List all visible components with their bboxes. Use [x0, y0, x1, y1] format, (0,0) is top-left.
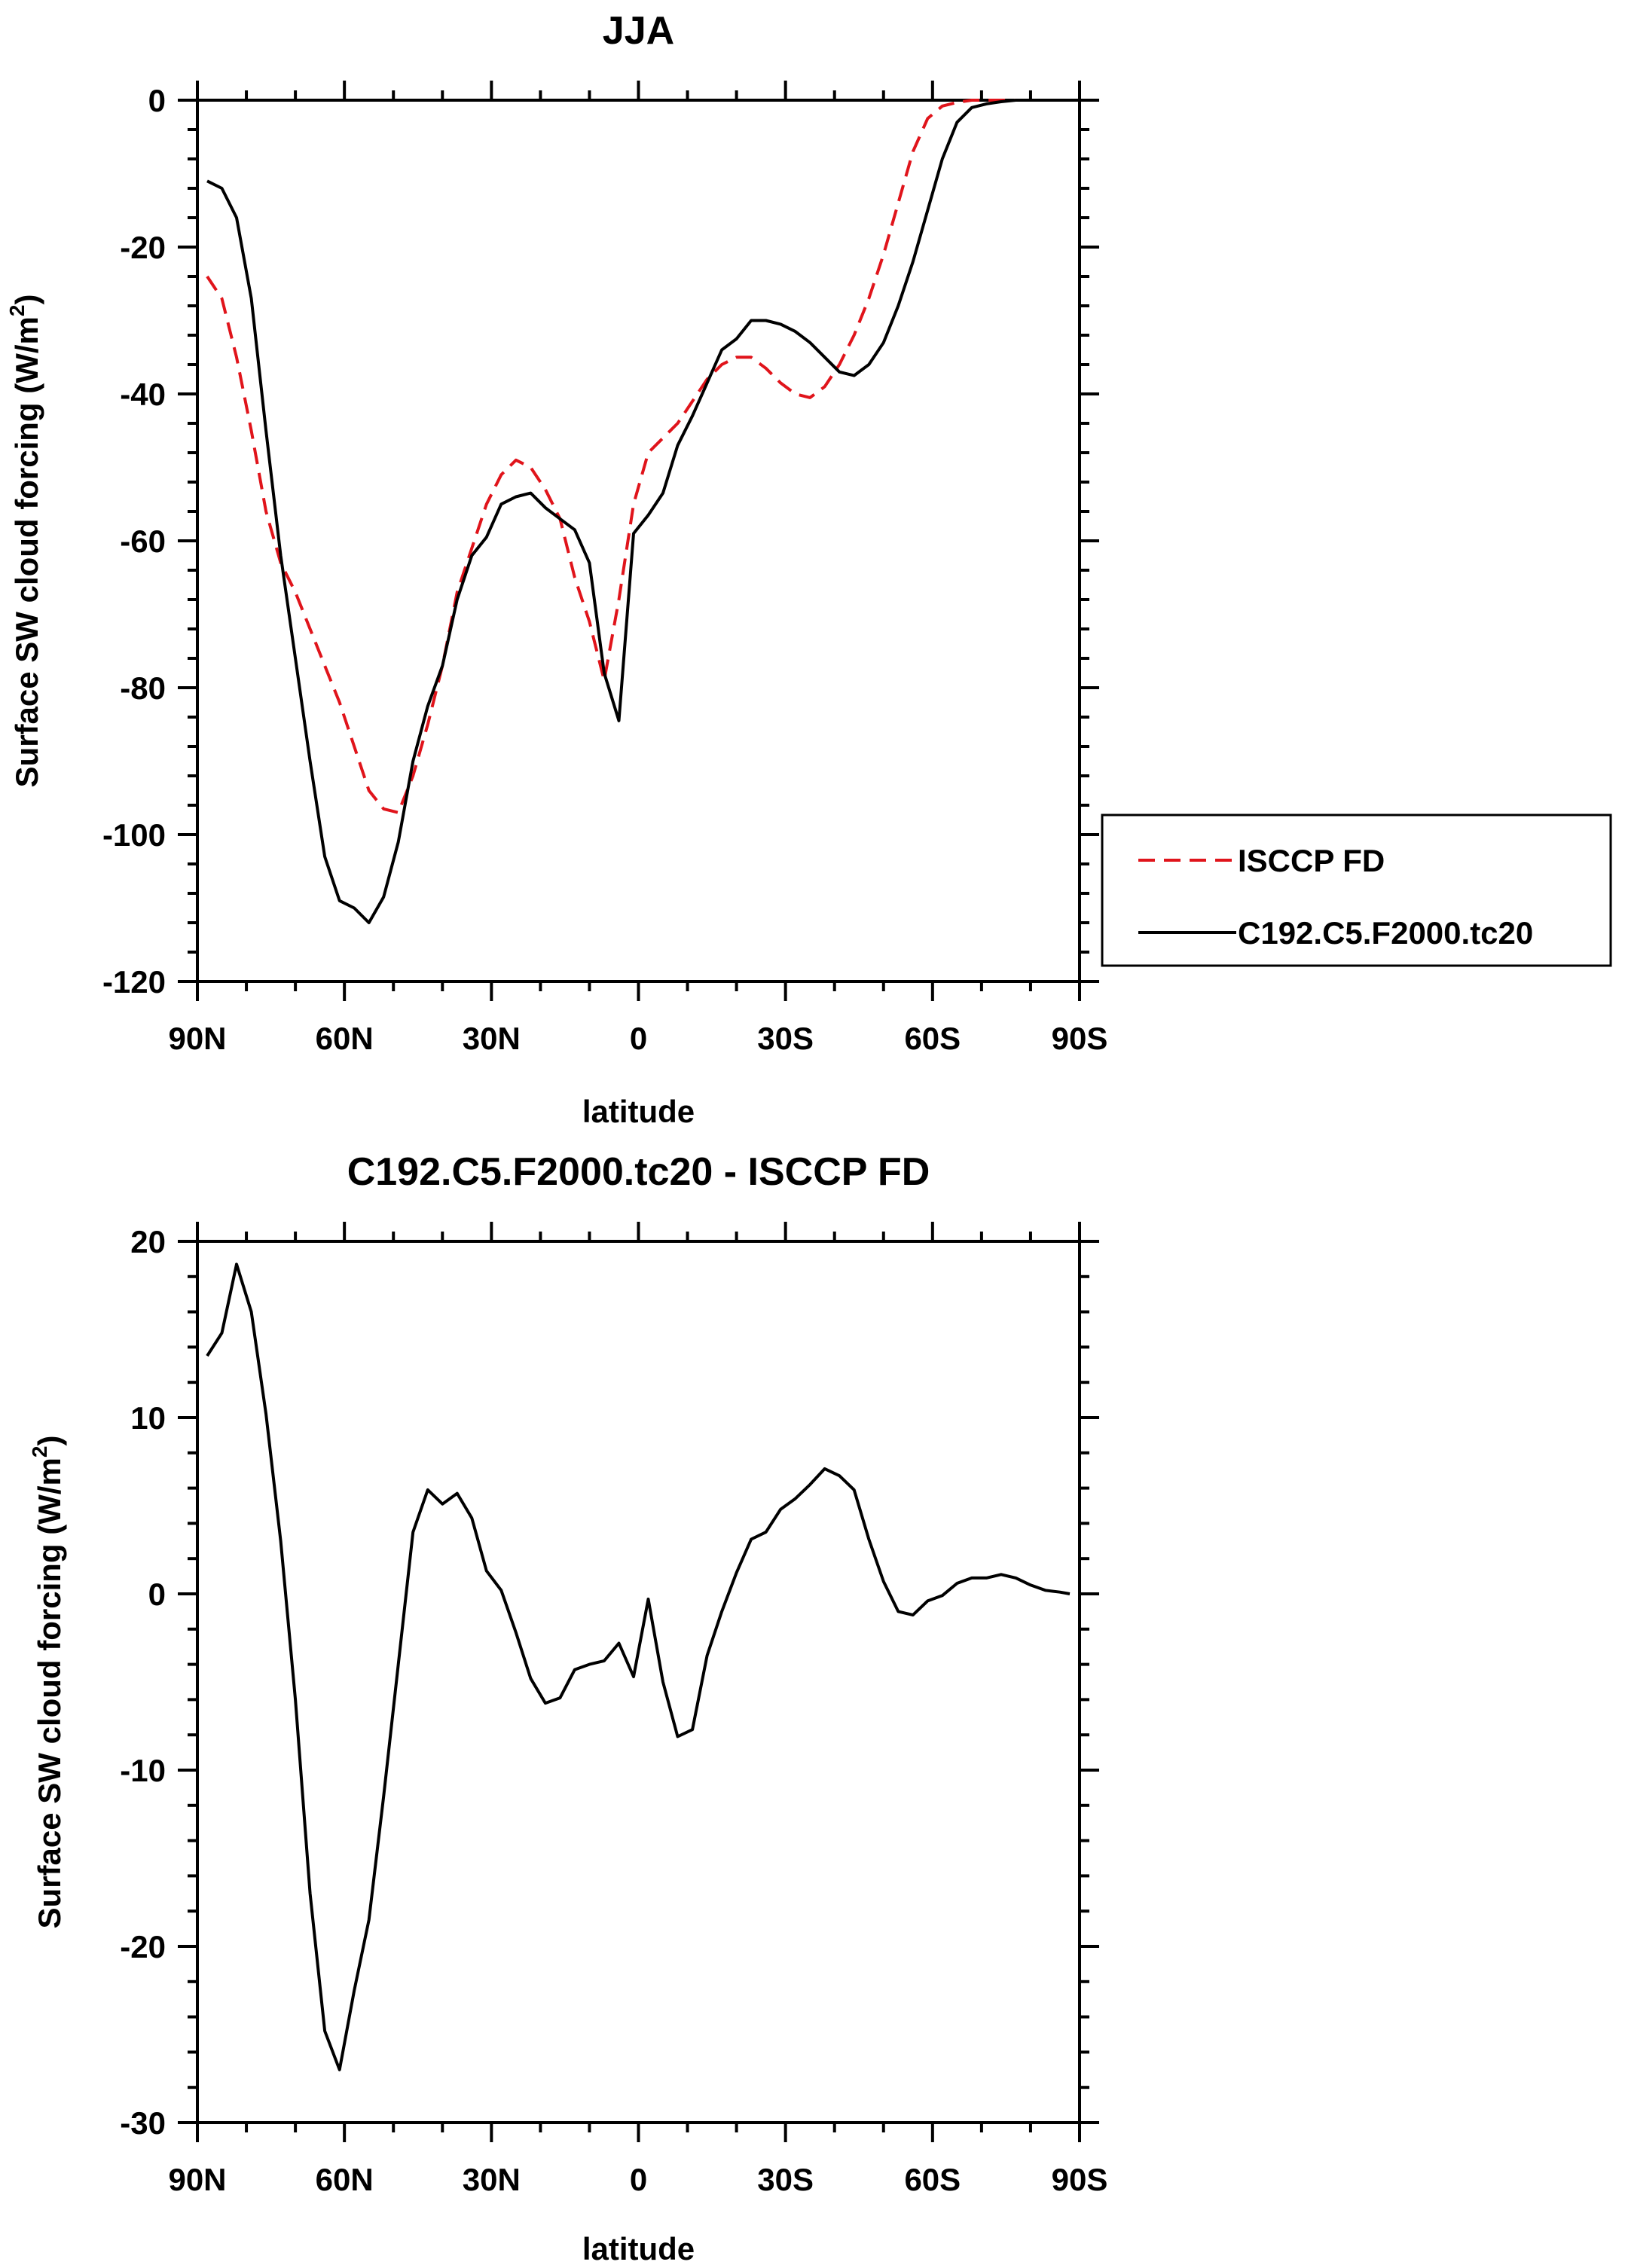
plot-frame — [196, 99, 1081, 983]
y-tick-label: -20 — [120, 230, 166, 265]
y-tick-label: -100 — [102, 817, 166, 853]
x-tick-label: 90S — [1052, 2162, 1108, 2197]
series-line-1 — [206, 99, 1070, 924]
y-tick-label: -60 — [120, 524, 166, 559]
chart-title: JJA — [603, 9, 674, 53]
x-tick-label: 90N — [168, 2162, 226, 2197]
x-tick-label: 90N — [168, 1021, 226, 1056]
series-line-0 — [206, 1262, 1071, 2071]
y-tick-label: -120 — [102, 964, 166, 1000]
y-axis-label: Surface SW cloud forcing (W/m2) — [28, 1436, 67, 1929]
x-tick-label: 60N — [316, 2162, 374, 2197]
x-tick-label: 60N — [316, 1021, 374, 1056]
plot-frame — [196, 1240, 1081, 2124]
y-tick-label: -20 — [120, 1929, 166, 1964]
chart-title: C192.C5.F2000.tc20 - ISCCP FD — [347, 1150, 930, 1194]
y-tick-label: -10 — [120, 1753, 166, 1788]
x-tick-label: 60S — [904, 1021, 961, 1056]
y-tick-label: 10 — [130, 1400, 166, 1436]
y-axis-label: Surface SW cloud forcing (W/m2) — [5, 295, 44, 788]
bottom-chart: C192.C5.F2000.tc20 - ISCCP FD 20 10 0 -10 -20… — [28, 1150, 1107, 2266]
x-axis-label: latitude — [582, 1094, 695, 1129]
x-tick-label: 30N — [463, 2162, 521, 2197]
x-tick-label: 0 — [630, 2162, 647, 2197]
x-tick-label: 0 — [630, 1021, 647, 1056]
y-tick-label: -40 — [120, 377, 166, 412]
y-tick-label: -80 — [120, 670, 166, 706]
y-tick-label: 0 — [148, 83, 166, 118]
legend-label-0: ISCCP FD — [1238, 843, 1385, 878]
legend-box — [1101, 813, 1612, 967]
x-tick-label: 30S — [757, 1021, 814, 1056]
y-tick-label: 0 — [148, 1577, 166, 1612]
legend: ISCCP FD C192.C5.F2000.tc20 — [1101, 813, 1612, 967]
series-line-0 — [206, 99, 1070, 814]
x-tick-label: 30S — [757, 2162, 814, 2197]
x-tick-label: 60S — [904, 2162, 961, 2197]
legend-label-1: C192.C5.F2000.tc20 — [1238, 915, 1533, 951]
y-tick-label: 20 — [130, 1224, 166, 1259]
x-tick-label: 90S — [1052, 1021, 1108, 1056]
x-axis-label: latitude — [582, 2231, 695, 2266]
y-tick-label: -30 — [120, 2105, 166, 2141]
x-tick-label: 30N — [463, 1021, 521, 1056]
